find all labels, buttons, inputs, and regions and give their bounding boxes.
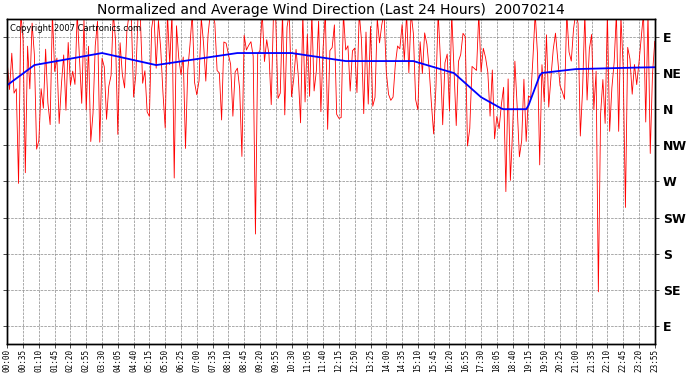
Text: Copyright 2007 Cartronics.com: Copyright 2007 Cartronics.com — [10, 24, 141, 33]
Title: Normalized and Average Wind Direction (Last 24 Hours)  20070214: Normalized and Average Wind Direction (L… — [97, 3, 565, 17]
